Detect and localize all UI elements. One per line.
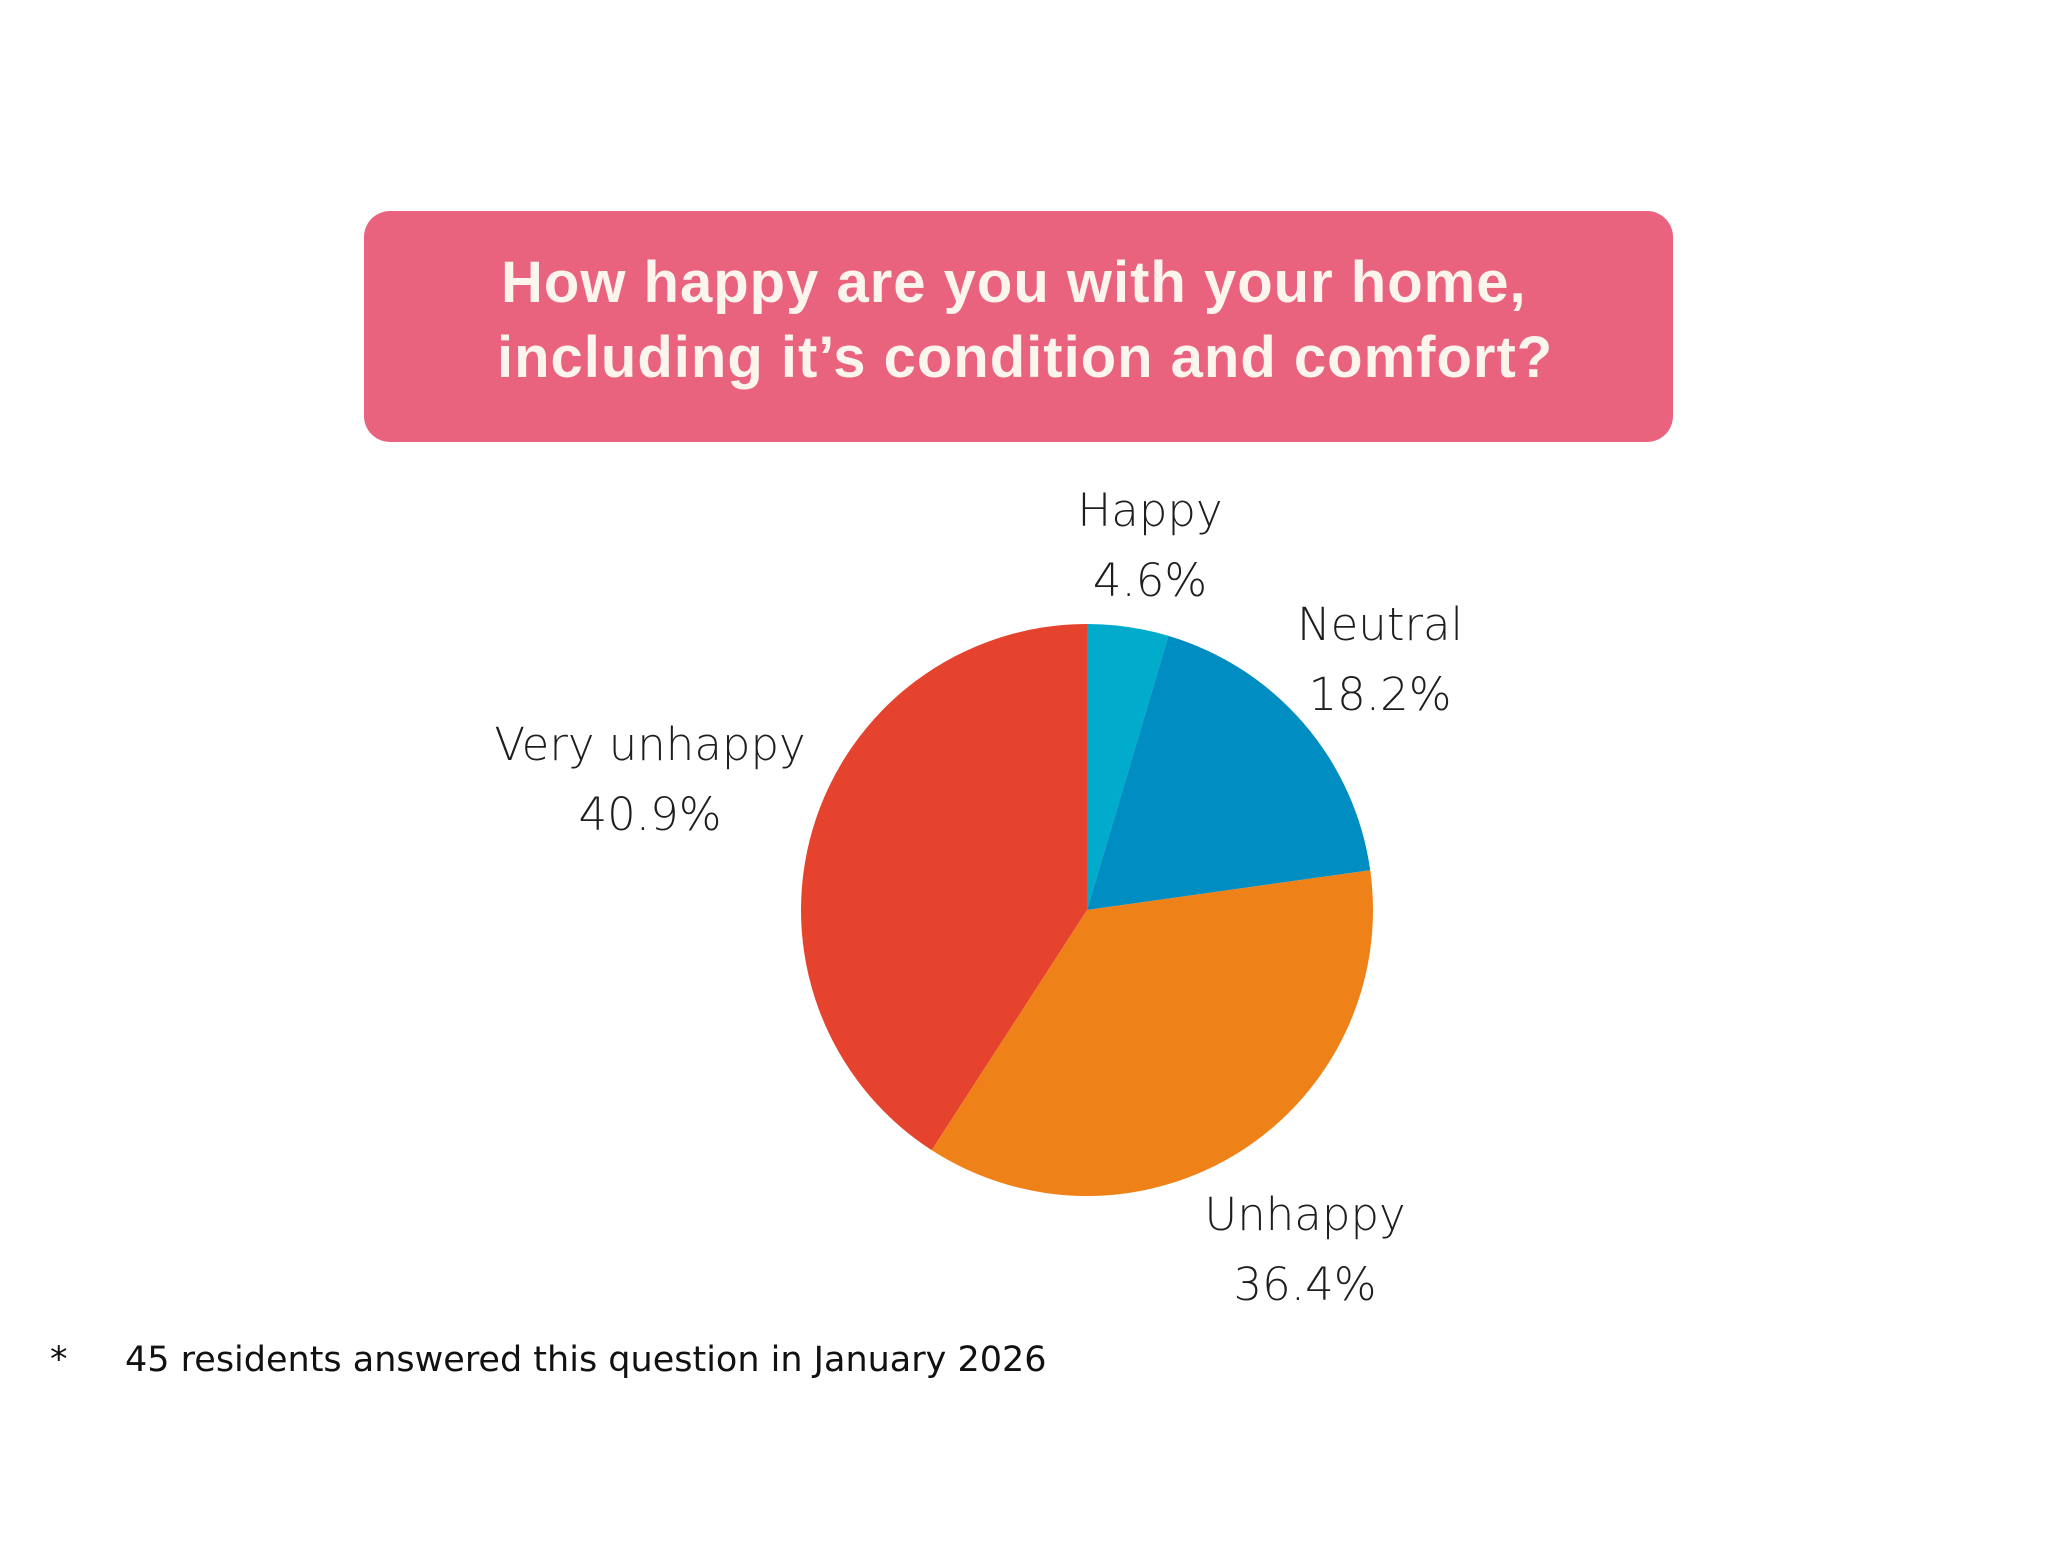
label-neutral-name: Neutral [1296, 598, 1464, 651]
label-very-unhappy-name: Very unhappy [494, 718, 806, 771]
footnote-marker: * [50, 1340, 68, 1380]
label-happy-value: 4.6% [1092, 554, 1208, 607]
label-very-unhappy-value: 40.9% [578, 788, 722, 841]
slice-very-unhappy [801, 624, 1087, 1151]
label-neutral: Neutral 18.2% [1260, 590, 1500, 730]
slice-unhappy [931, 870, 1374, 1197]
slice-neutral [1087, 635, 1371, 910]
footnote-text: 45 residents answered this question in J… [125, 1340, 1047, 1380]
label-very-unhappy: Very unhappy 40.9% [480, 710, 820, 850]
question-title-line-2: including it’s condition and comfort? [497, 325, 1554, 390]
label-happy-name: Happy [1077, 484, 1223, 537]
label-unhappy-value: 36.4% [1233, 1258, 1377, 1311]
question-title-line-1: How happy are you with your home, [501, 250, 1527, 315]
label-happy: Happy 4.6% [1040, 476, 1260, 616]
slice-happy [1087, 624, 1169, 910]
label-neutral-value: 18.2% [1308, 668, 1452, 721]
question-title-banner: How happy are you with your home, includ… [364, 211, 1673, 442]
label-unhappy-name: Unhappy [1204, 1188, 1406, 1241]
label-unhappy: Unhappy 36.4% [1180, 1180, 1430, 1320]
